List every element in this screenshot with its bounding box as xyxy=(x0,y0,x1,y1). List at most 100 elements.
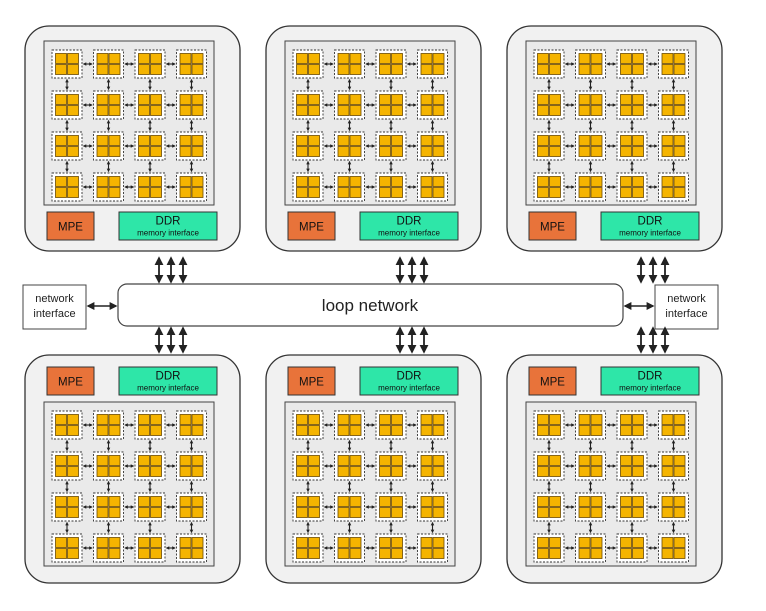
core xyxy=(620,507,632,518)
core-tile xyxy=(575,172,606,202)
core xyxy=(55,105,67,116)
core xyxy=(138,187,150,198)
core xyxy=(296,146,308,157)
core xyxy=(150,496,162,507)
core-tile xyxy=(51,451,83,481)
ddr-box xyxy=(600,366,700,396)
core xyxy=(590,548,603,559)
core-tile xyxy=(616,410,648,440)
core xyxy=(296,507,308,518)
core xyxy=(391,466,403,477)
core-tile xyxy=(658,172,689,202)
core xyxy=(632,135,644,146)
core-tile xyxy=(334,492,365,522)
core-tile xyxy=(176,492,207,522)
core xyxy=(673,94,686,105)
core xyxy=(549,537,561,548)
core xyxy=(55,187,67,198)
core xyxy=(537,105,549,116)
core xyxy=(673,176,686,187)
ddr-subtitle: memory interface xyxy=(137,229,199,238)
core xyxy=(337,466,350,477)
core-tile xyxy=(51,492,83,522)
mpe-box xyxy=(46,366,95,396)
core xyxy=(67,187,79,198)
core xyxy=(67,537,79,548)
core xyxy=(96,455,109,466)
core xyxy=(379,466,391,477)
core xyxy=(150,146,162,157)
core xyxy=(337,105,350,116)
core-tile xyxy=(658,131,689,161)
core xyxy=(179,64,192,75)
core xyxy=(432,496,445,507)
core xyxy=(420,176,433,187)
core xyxy=(578,425,591,436)
core xyxy=(549,496,561,507)
core-tile xyxy=(93,90,124,120)
core xyxy=(673,537,686,548)
core xyxy=(55,496,67,507)
core xyxy=(96,105,109,116)
core xyxy=(67,548,79,559)
core xyxy=(349,414,362,425)
core xyxy=(138,53,150,64)
core xyxy=(308,146,320,157)
core xyxy=(632,53,644,64)
core xyxy=(150,53,162,64)
core-tile xyxy=(51,49,83,79)
core-tile xyxy=(575,492,606,522)
core xyxy=(379,414,391,425)
core xyxy=(620,425,632,436)
core xyxy=(661,466,674,477)
core-tile xyxy=(375,172,407,202)
network-interface-left-line1: network xyxy=(35,293,74,305)
core-tile xyxy=(575,451,606,481)
core xyxy=(138,105,150,116)
core xyxy=(96,507,109,518)
core-tile xyxy=(575,90,606,120)
core-tile xyxy=(533,172,565,202)
core-tile xyxy=(616,533,648,563)
core xyxy=(432,507,445,518)
core xyxy=(337,537,350,548)
core-tile xyxy=(417,172,448,202)
core xyxy=(308,105,320,116)
core xyxy=(108,414,121,425)
core xyxy=(349,53,362,64)
core-tile xyxy=(575,49,606,79)
core-tile xyxy=(134,90,166,120)
core-tile xyxy=(533,451,565,481)
core xyxy=(55,53,67,64)
core xyxy=(337,64,350,75)
mpe-label: MPE xyxy=(299,222,324,234)
core xyxy=(179,537,192,548)
core xyxy=(578,414,591,425)
core xyxy=(349,64,362,75)
core xyxy=(296,53,308,64)
core xyxy=(578,507,591,518)
core xyxy=(55,414,67,425)
core xyxy=(55,466,67,477)
core xyxy=(432,466,445,477)
core xyxy=(191,176,204,187)
core xyxy=(537,64,549,75)
core xyxy=(537,548,549,559)
core-tile xyxy=(292,451,324,481)
core xyxy=(590,64,603,75)
core xyxy=(67,496,79,507)
core xyxy=(296,455,308,466)
core xyxy=(661,146,674,157)
core xyxy=(673,507,686,518)
core xyxy=(578,466,591,477)
core xyxy=(138,507,150,518)
core xyxy=(150,414,162,425)
core xyxy=(549,94,561,105)
core xyxy=(96,176,109,187)
core xyxy=(55,455,67,466)
core xyxy=(138,537,150,548)
core xyxy=(420,466,433,477)
core xyxy=(191,105,204,116)
